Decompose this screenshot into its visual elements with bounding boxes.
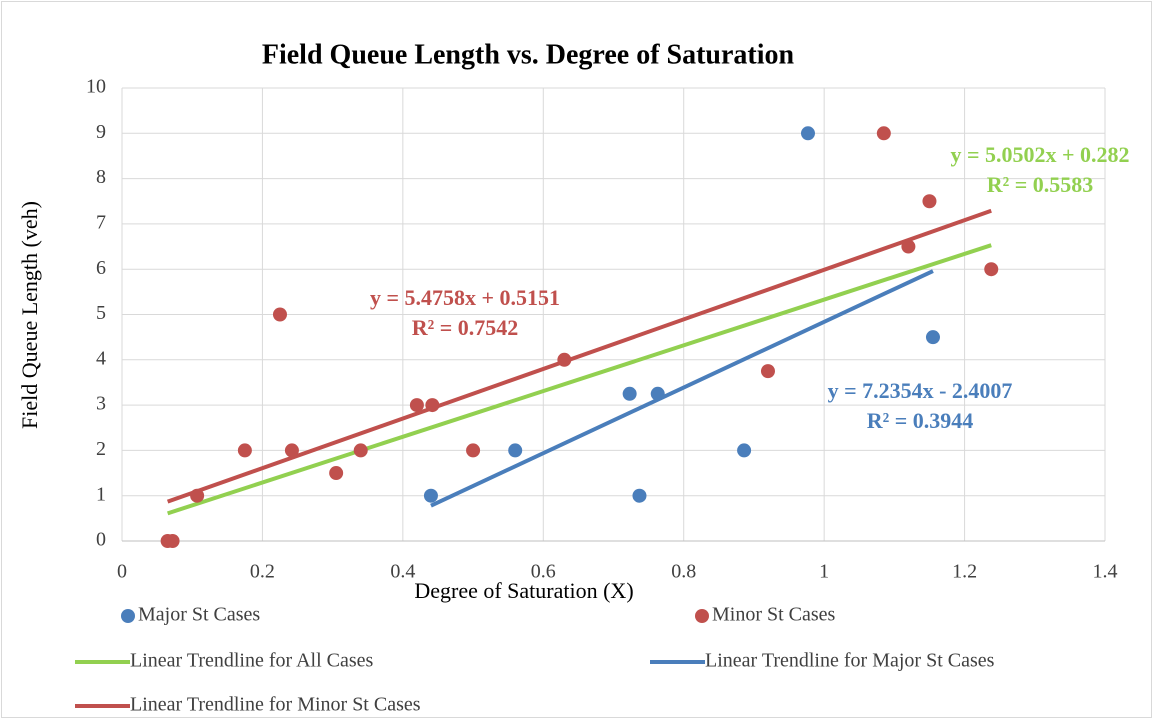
scatter-point: [760, 364, 775, 379]
trendline-equation: y = 7.2354x - 2.4007: [828, 378, 1013, 403]
scatter-point: [190, 488, 205, 503]
trendline-equation: R² = 0.3944: [867, 408, 974, 433]
scatter-point: [508, 443, 523, 458]
y-tick-label: 3: [96, 393, 106, 415]
legend-marker: [121, 609, 135, 623]
trendline-equation: y = 5.4758x + 0.5151: [370, 285, 560, 310]
y-tick-label: 7: [96, 211, 106, 233]
y-tick-label: 2: [96, 438, 106, 460]
x-tick-label: 0.4: [390, 561, 415, 583]
scatter-point: [925, 330, 940, 345]
legend-label: Linear Trendline for Minor St Cases: [130, 694, 421, 716]
y-tick-label: 9: [96, 121, 106, 143]
x-tick-label: 1.4: [1093, 561, 1118, 583]
legend-label: Linear Trendline for Major St Cases: [705, 650, 995, 672]
y-tick-label: 5: [96, 302, 106, 324]
scatter-point: [622, 386, 637, 401]
scatter-point: [237, 443, 252, 458]
trendline-equation: R² = 0.7542: [412, 315, 519, 340]
x-tick-label: 0.2: [250, 561, 275, 583]
trendline: [166, 208, 992, 504]
scatter-point: [800, 126, 815, 141]
y-tick-label: 6: [96, 257, 106, 279]
y-tick-label: 4: [96, 347, 106, 369]
scatter-point: [922, 194, 937, 209]
x-tick-label: 0.6: [531, 561, 556, 583]
scatter-point: [984, 262, 999, 277]
scatter-point: [650, 386, 665, 401]
scatter-point: [466, 443, 481, 458]
legend-label: Major St Cases: [138, 604, 260, 626]
scatter-point: [165, 534, 180, 548]
y-tick-label: 8: [96, 166, 106, 188]
y-axis-label: Field Queue Length (veh): [17, 201, 42, 429]
x-tick-label: 1: [819, 561, 829, 583]
trendline: [167, 243, 992, 516]
scatter-point: [272, 307, 287, 322]
scatter-point: [284, 443, 299, 458]
x-tick-label: 1.2: [952, 561, 977, 583]
x-tick-label: 0.8: [671, 561, 696, 583]
legend-label: Linear Trendline for All Cases: [130, 650, 374, 672]
scatter-point: [329, 466, 344, 481]
x-axis-label: Degree of Saturation (X): [414, 578, 633, 603]
scatter-point: [425, 398, 440, 413]
scatter-point: [632, 488, 647, 503]
chart-title: Field Queue Length vs. Degree of Saturat…: [262, 39, 795, 70]
legend-marker: [695, 609, 709, 623]
scatter-point: [353, 443, 368, 458]
y-tick-label: 1: [96, 483, 106, 505]
trendline-equation: R² = 0.5583: [987, 172, 1094, 197]
y-tick-label: 0: [96, 529, 106, 551]
scatter-point: [737, 443, 752, 458]
trendline: [430, 269, 934, 508]
y-tick-label: 10: [86, 76, 106, 98]
x-tick-label: 0: [117, 561, 127, 583]
scatter-point: [901, 239, 916, 254]
scatter-point: [557, 352, 572, 367]
scatter-point: [423, 488, 438, 503]
scatter-point: [876, 126, 891, 141]
trendline-equation: y = 5.0502x + 0.282: [950, 142, 1129, 167]
legend-label: Minor St Cases: [712, 604, 836, 626]
scatter-point: [409, 398, 424, 413]
